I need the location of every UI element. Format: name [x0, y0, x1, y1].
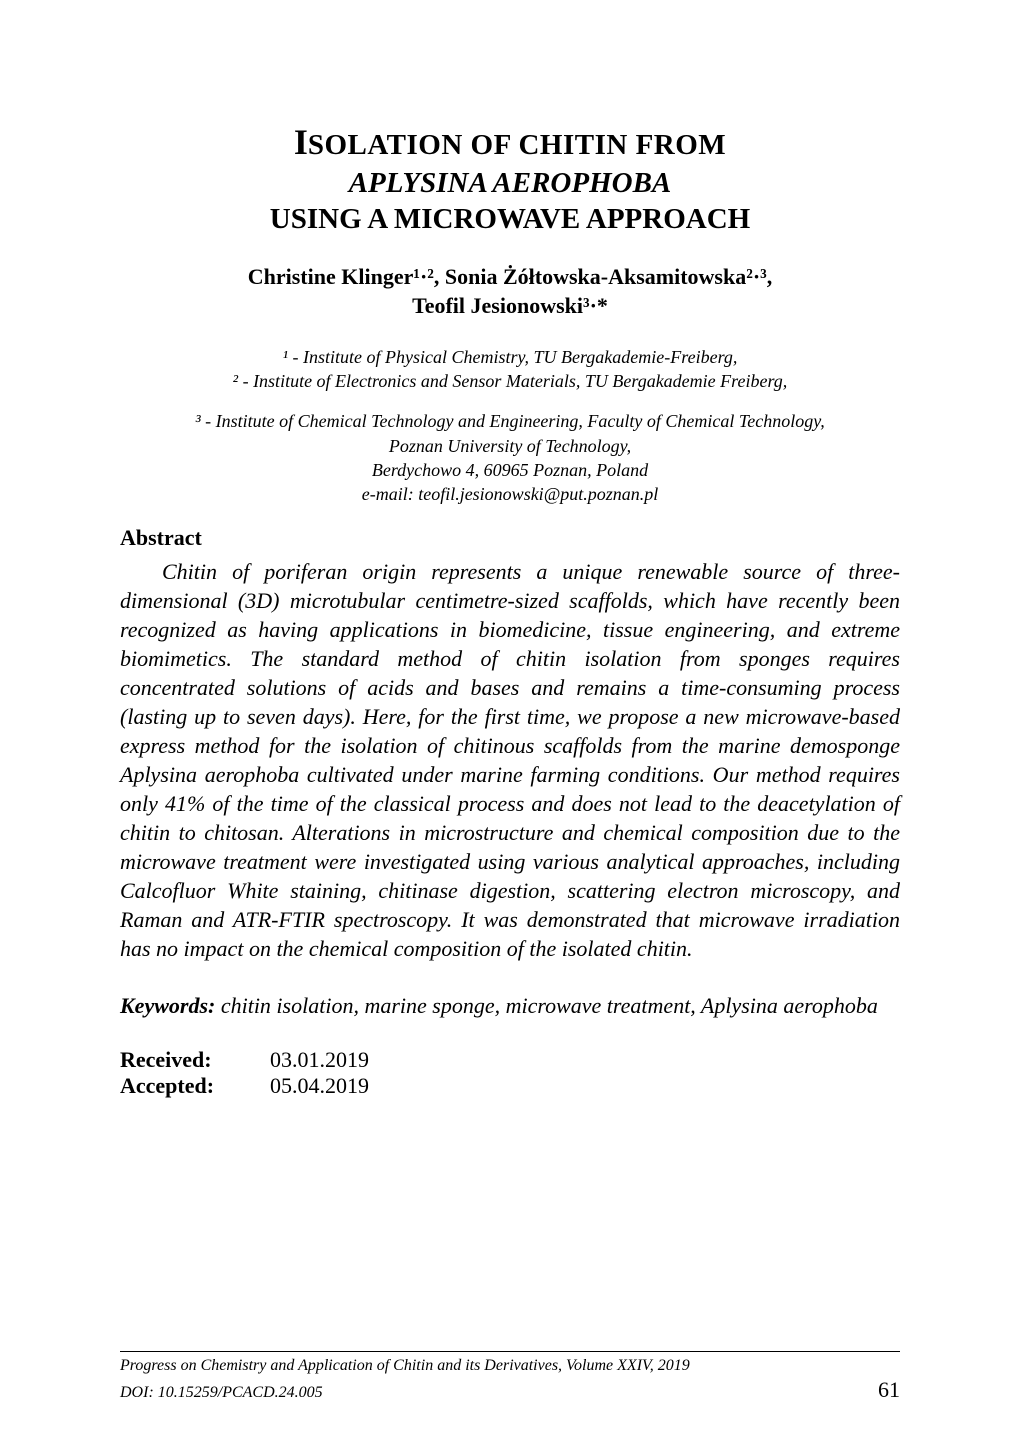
footer-row-2: DOI: 10.15259/PCACD.24.005 61 [120, 1376, 900, 1404]
footer-rule [120, 1351, 900, 1352]
abstract-body: Chitin of poriferan origin represents a … [120, 557, 900, 963]
footer-text: Progress on Chemistry and Application of… [120, 1356, 900, 1404]
page-number: 61 [878, 1376, 900, 1404]
keywords-label: Keywords: [120, 993, 215, 1018]
affil-2: ² - Institute of Electronics and Sensor … [120, 369, 900, 393]
authors-line-1: Christine Klinger¹·², Sonia Żółtowska-Ak… [120, 262, 900, 292]
received-row: Received: 03.01.2019 [120, 1047, 900, 1073]
footer-line-2: DOI: 10.15259/PCACD.24.005 [120, 1383, 323, 1403]
authors-line-2: Teofil Jesionowski³·* [120, 291, 900, 321]
keywords: Keywords: chitin isolation, marine spong… [120, 991, 900, 1021]
accepted-label: Accepted: [120, 1073, 270, 1099]
title-line-1: ISOLATION OF CHITIN FROM [120, 120, 900, 165]
dates-block: Received: 03.01.2019 Accepted: 05.04.201… [120, 1047, 900, 1099]
received-label: Received: [120, 1047, 270, 1073]
title-line-2: APLYSINA AEROPHOBA [120, 165, 900, 201]
title-block: ISOLATION OF CHITIN FROM APLYSINA AEROPH… [120, 120, 900, 238]
footer-line-1: Progress on Chemistry and Application of… [120, 1356, 900, 1376]
affil-1: ¹ - Institute of Physical Chemistry, TU … [120, 345, 900, 369]
accepted-row: Accepted: 05.04.2019 [120, 1073, 900, 1099]
page: ISOLATION OF CHITIN FROM APLYSINA AEROPH… [0, 0, 1020, 1449]
received-value: 03.01.2019 [270, 1047, 369, 1073]
affil-block-1: ¹ - Institute of Physical Chemistry, TU … [120, 345, 900, 394]
affil-block-2: ³ - Institute of Chemical Technology and… [120, 409, 900, 506]
footer: Progress on Chemistry and Application of… [120, 1351, 900, 1404]
affiliations: ¹ - Institute of Physical Chemistry, TU … [120, 345, 900, 507]
title-leading-cap: I [294, 122, 308, 162]
affil-3-line-3: Berdychowo 4, 60965 Poznan, Poland [120, 458, 900, 482]
keywords-text: chitin isolation, marine sponge, microwa… [215, 993, 878, 1018]
abstract-heading: Abstract [120, 525, 900, 551]
title-line-3: USING A MICROWAVE APPROACH [120, 201, 900, 237]
affil-3-line-1: ³ - Institute of Chemical Technology and… [120, 409, 900, 433]
accepted-value: 05.04.2019 [270, 1073, 369, 1099]
affil-email: e-mail: teofil.jesionowski@put.poznan.pl [120, 482, 900, 506]
affil-3-line-2: Poznan University of Technology, [120, 434, 900, 458]
title-line-1-rest: SOLATION OF CHITIN FROM [308, 129, 726, 161]
authors: Christine Klinger¹·², Sonia Żółtowska-Ak… [120, 262, 900, 321]
